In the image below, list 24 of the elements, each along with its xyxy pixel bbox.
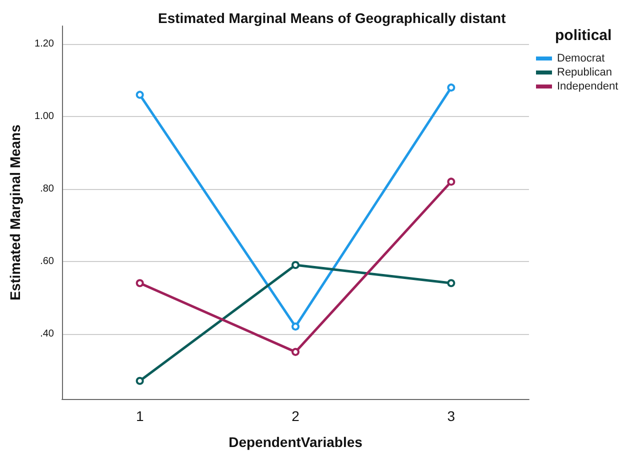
y-axis-title: Estimated Marginal Means xyxy=(7,124,23,300)
y-tick-label: .40 xyxy=(40,328,54,340)
point xyxy=(292,322,300,331)
point xyxy=(292,261,300,270)
x-tick-label: 3 xyxy=(447,408,456,424)
legend-label: Independent xyxy=(557,80,618,92)
legend-label: Republican xyxy=(557,66,612,78)
legend-title: political xyxy=(555,27,612,44)
y-tick-label: .80 xyxy=(40,183,54,194)
x-axis-title: DependentVariables xyxy=(228,434,363,450)
point xyxy=(136,279,144,288)
point xyxy=(136,376,144,385)
x-tick-label: 1 xyxy=(136,408,144,424)
point xyxy=(447,178,456,186)
point xyxy=(292,348,300,356)
point xyxy=(136,90,144,99)
x-tick-label: 2 xyxy=(292,408,300,424)
y-tick-label: .60 xyxy=(40,256,54,267)
point xyxy=(447,84,456,92)
y-tick-label: 1.20 xyxy=(34,38,54,50)
legend-label: Democrat xyxy=(557,52,605,64)
chart-title: Estimated Marginal Means of Geographically distant xyxy=(158,10,506,26)
point xyxy=(447,279,456,288)
y-tick-label: 1.00 xyxy=(34,111,54,122)
